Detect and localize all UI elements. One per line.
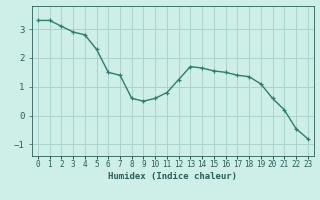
X-axis label: Humidex (Indice chaleur): Humidex (Indice chaleur) [108,172,237,181]
